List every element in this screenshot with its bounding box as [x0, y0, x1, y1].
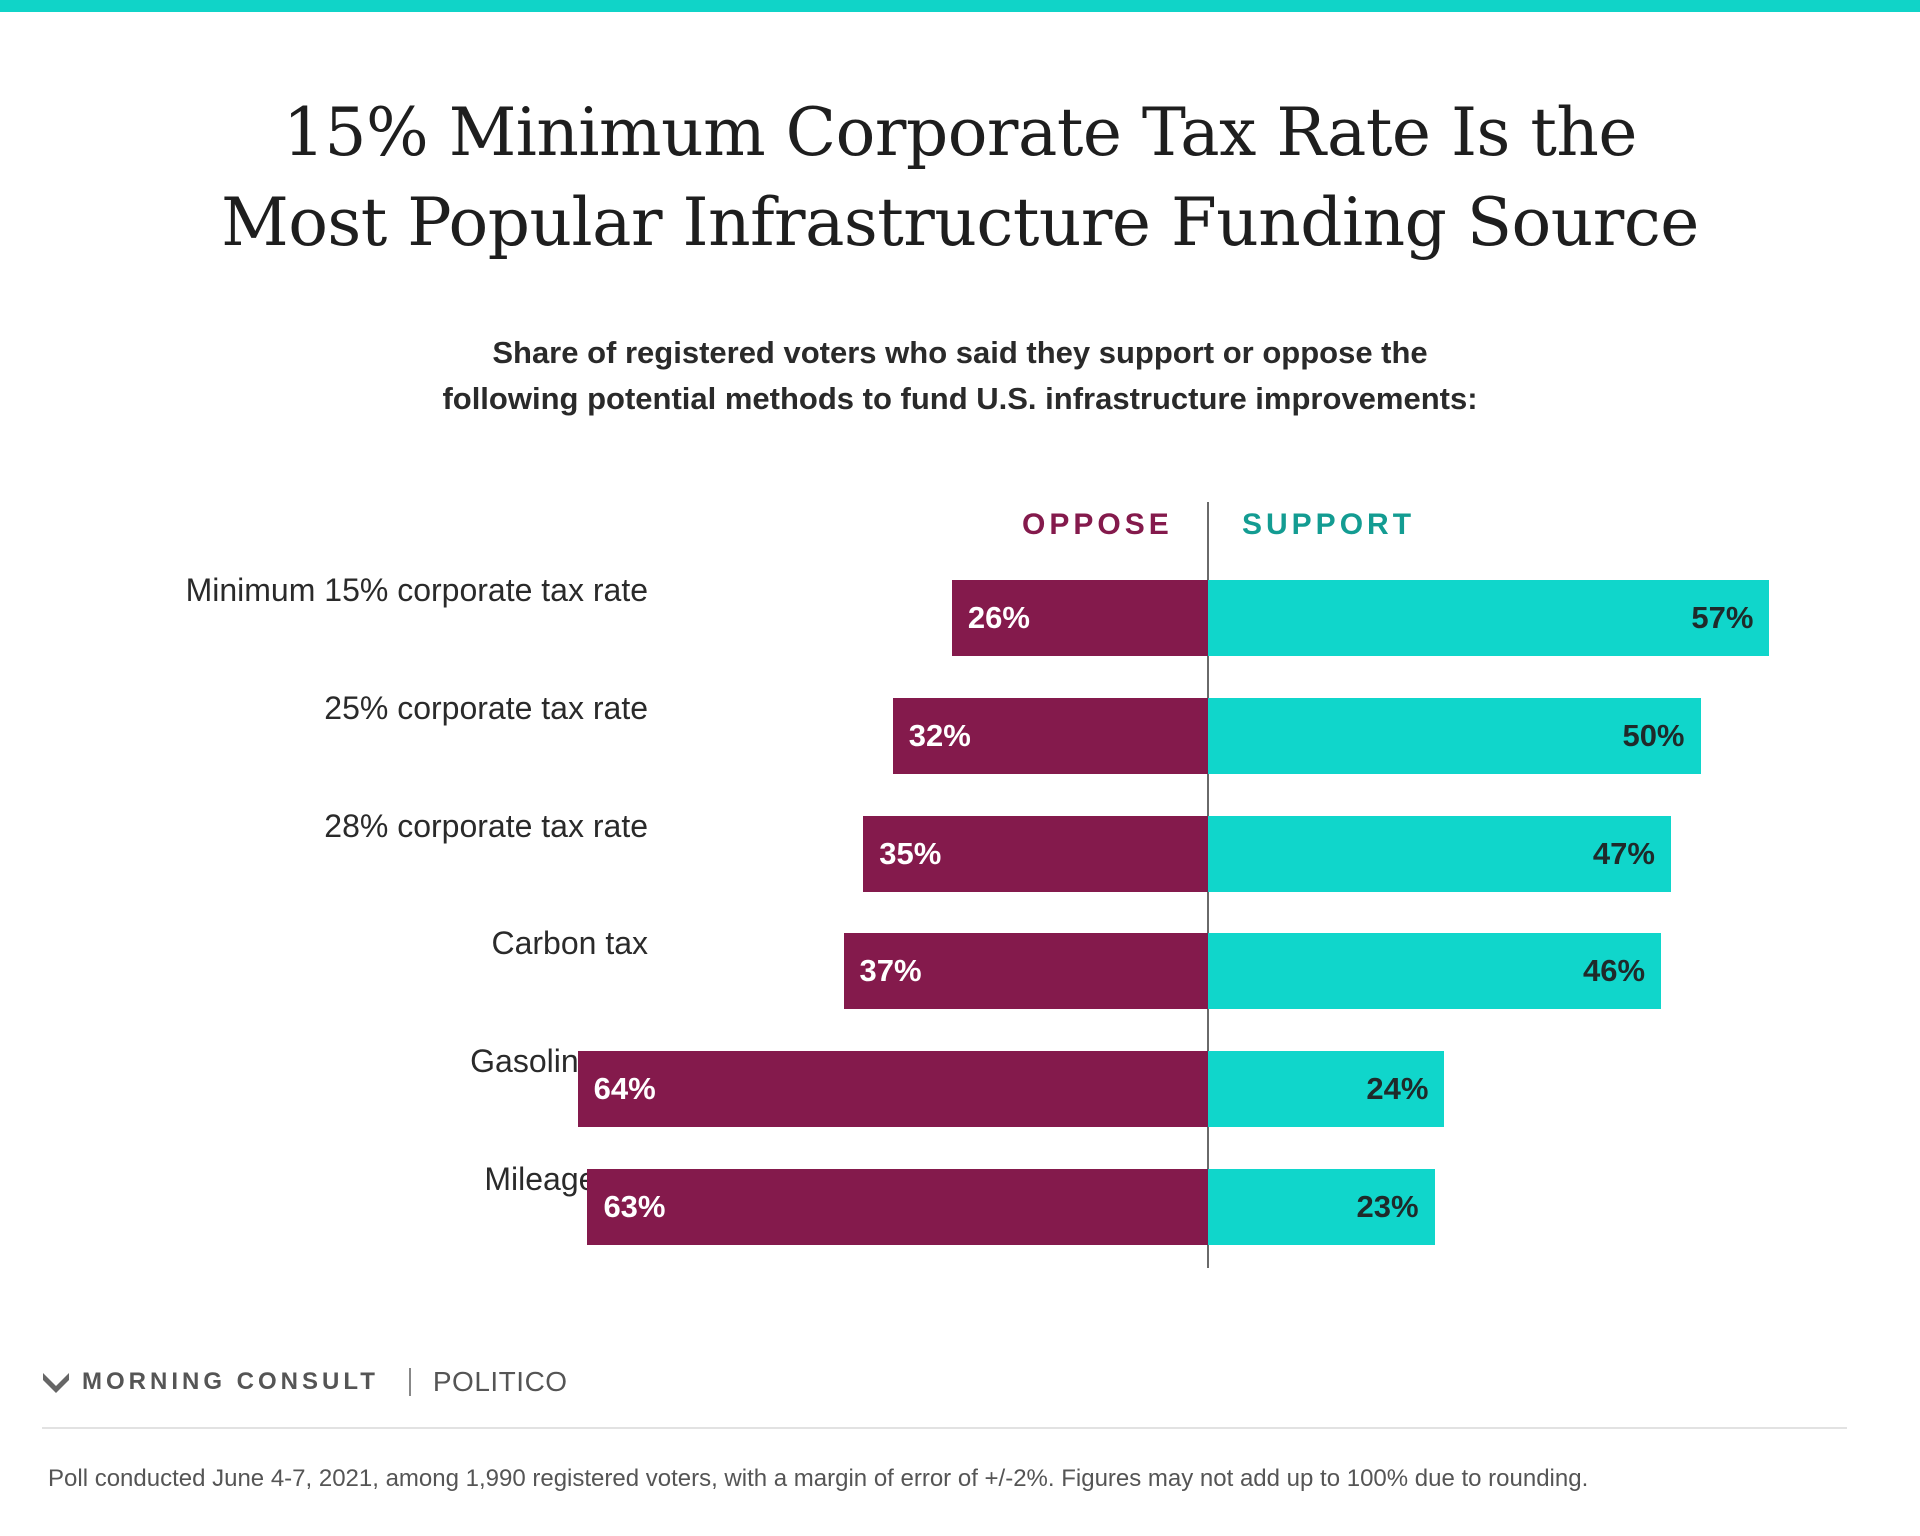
support-value-28-corporate-tax-rate: 47%	[1592, 835, 1655, 871]
category-label-minimum-15-corporate-tax-rate: Minimum 15% corporate tax rate	[185, 572, 648, 608]
support-bar-25-corporate-tax-rate	[1208, 697, 1701, 774]
title-line-1: 15% Minimum Corporate Tax Rate Is the	[283, 94, 1637, 171]
oppose-bar-25-corporate-tax-rate	[892, 697, 1208, 774]
oppose-value-gasoline-tax: 64%	[593, 1071, 656, 1107]
support-value-minimum-15-corporate-tax-rate: 57%	[1691, 600, 1754, 635]
subtitle-line-2: following potential methods to fund U.S.…	[442, 381, 1478, 416]
oppose-bar-mileage-tax	[587, 1169, 1208, 1245]
oppose-bar-carbon-tax	[843, 933, 1208, 1010]
oppose-bar-gasoline-tax	[577, 1051, 1208, 1128]
footer-divider	[42, 1427, 1847, 1429]
support-value-mileage-tax: 23%	[1356, 1189, 1419, 1224]
support-bar-carbon-tax	[1208, 933, 1662, 1010]
oppose-value-25-corporate-tax-rate: 32%	[908, 717, 971, 753]
oppose-value-28-corporate-tax-rate: 35%	[879, 835, 942, 871]
branding-separator	[408, 1368, 411, 1396]
oppose-bar-28-corporate-tax-rate	[863, 815, 1208, 892]
support-value-carbon-tax: 46%	[1583, 953, 1646, 989]
category-label-28-corporate-tax-rate: 28% corporate tax rate	[324, 807, 648, 844]
legend-oppose: OPPOSE	[1022, 508, 1173, 541]
oppose-value-carbon-tax: 37%	[859, 953, 922, 989]
category-label-25-corporate-tax-rate: 25% corporate tax rate	[324, 689, 648, 726]
oppose-value-mileage-tax: 63%	[603, 1189, 666, 1224]
category-label-mileage-tax: Mileage tax	[484, 1161, 648, 1197]
category-label-carbon-tax: Carbon tax	[491, 925, 648, 962]
category-label-gasoline-tax: Gasoline tax	[470, 1043, 648, 1080]
support-bar-mileage-tax	[1208, 1169, 1435, 1245]
oppose-bar-minimum-15-corporate-tax-rate	[951, 580, 1208, 656]
support-value-25-corporate-tax-rate: 50%	[1622, 717, 1685, 753]
morning-consult-logo-icon	[43, 1373, 69, 1393]
legend-support: SUPPORT	[1242, 508, 1416, 541]
footnote: Poll conducted June 4-7, 2021, among 1,9…	[48, 1465, 1589, 1492]
support-bar-28-corporate-tax-rate	[1208, 815, 1671, 892]
support-value-gasoline-tax: 24%	[1366, 1071, 1429, 1107]
support-bar-gasoline-tax	[1208, 1051, 1445, 1128]
top-accent-bar	[0, 0, 1920, 12]
chart-title: 15% Minimum Corporate Tax Rate Is the Mo…	[0, 88, 1920, 268]
morning-consult-logo-text: MORNING CONSULT	[82, 1368, 379, 1395]
politico-logo-text: POLITICO	[432, 1366, 568, 1397]
branding: MORNING CONSULT POLITICO	[42, 1362, 568, 1402]
oppose-value-minimum-15-corporate-tax-rate: 26%	[967, 600, 1030, 635]
title-line-2: Most Popular Infrastructure Funding Sour…	[221, 184, 1699, 261]
subtitle-line-1: Share of registered voters who said they…	[492, 335, 1428, 370]
chart-subtitle: Share of registered voters who said they…	[0, 330, 1920, 422]
support-bar-minimum-15-corporate-tax-rate	[1208, 580, 1770, 656]
